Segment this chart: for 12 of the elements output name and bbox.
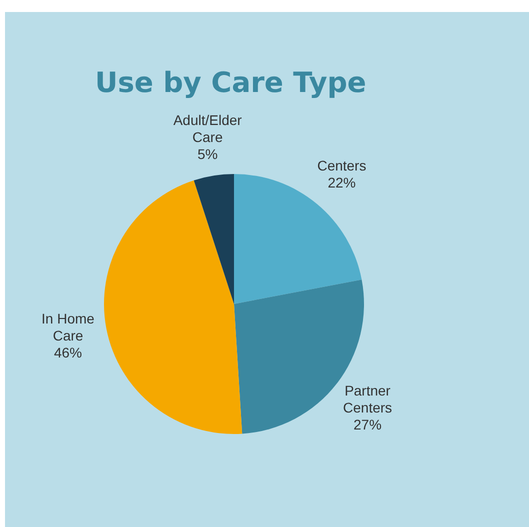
data-label: 46% [54, 344, 82, 361]
data-label: 5% [197, 146, 218, 162]
chart-title: Use by Care Type [95, 66, 366, 99]
slice-label: In Home Care [42, 310, 95, 344]
slice-label: Partner Centers [343, 382, 392, 416]
slice-label: Centers [317, 157, 366, 174]
data-label: 22% [328, 174, 356, 190]
pie-slice [104, 180, 242, 434]
pie-slice [194, 174, 234, 304]
data-label: 27% [354, 416, 382, 433]
pie-slice [234, 174, 362, 304]
slice-label: Adult/Elder Care [173, 112, 242, 146]
